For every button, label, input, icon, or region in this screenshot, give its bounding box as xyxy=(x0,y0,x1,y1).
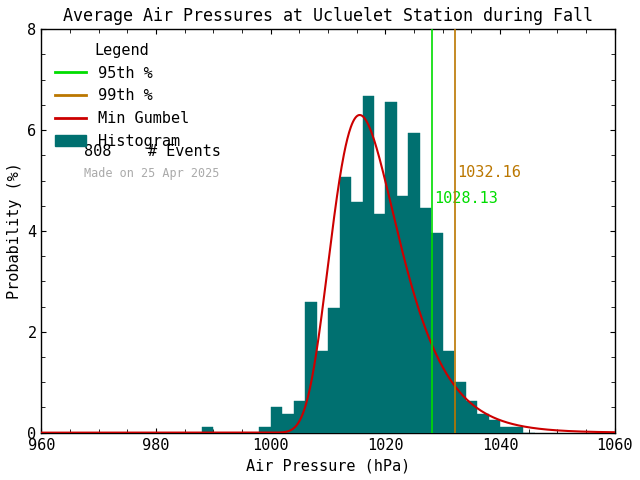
Bar xyxy=(351,202,362,432)
Bar xyxy=(397,196,408,432)
Text: 1032.16: 1032.16 xyxy=(457,166,521,180)
Title: Average Air Pressures at Ucluelet Station during Fall: Average Air Pressures at Ucluelet Statio… xyxy=(63,7,593,25)
Bar xyxy=(271,408,282,432)
Bar xyxy=(374,214,385,432)
Bar xyxy=(317,351,328,432)
Text: 808    # Events: 808 # Events xyxy=(84,144,221,159)
Bar xyxy=(443,351,454,432)
Bar xyxy=(454,382,466,432)
Bar xyxy=(294,401,305,432)
Bar xyxy=(431,233,443,432)
Bar xyxy=(362,96,374,432)
Bar xyxy=(340,177,351,432)
Text: Made on 25 Apr 2025: Made on 25 Apr 2025 xyxy=(84,167,220,180)
Bar xyxy=(282,414,294,432)
Text: 1028.13: 1028.13 xyxy=(434,191,498,205)
Bar xyxy=(202,427,214,432)
Bar xyxy=(259,427,271,432)
X-axis label: Air Pressure (hPa): Air Pressure (hPa) xyxy=(246,458,410,473)
Bar xyxy=(408,133,420,432)
Legend: 95th %, 99th %, Min Gumbel, Histogram: 95th %, 99th %, Min Gumbel, Histogram xyxy=(49,37,195,155)
Bar xyxy=(466,401,477,432)
Bar xyxy=(305,301,317,432)
Bar xyxy=(511,427,523,432)
Bar xyxy=(328,308,340,432)
Bar xyxy=(489,420,500,432)
Bar xyxy=(385,102,397,432)
Bar xyxy=(500,427,511,432)
Bar xyxy=(477,414,489,432)
Y-axis label: Probability (%): Probability (%) xyxy=(7,163,22,300)
Bar xyxy=(420,208,431,432)
